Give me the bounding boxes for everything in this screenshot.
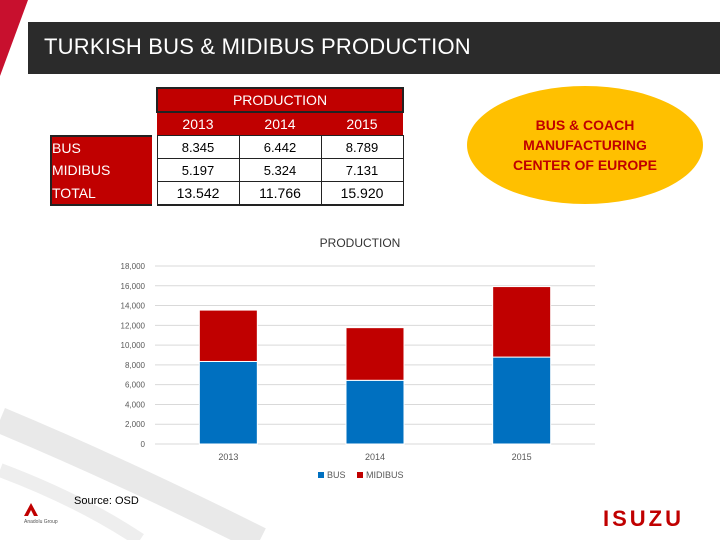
bar-midibus-2013 <box>198 309 258 362</box>
legend-label-bus: BUS <box>327 470 346 480</box>
y-tick-label: 0 <box>141 440 146 449</box>
bar-midibus-2014 <box>345 327 405 381</box>
y-tick-label: 6,000 <box>125 381 146 390</box>
cell-midibus-2014: 5.324 <box>238 158 322 182</box>
callout-line-1: BUS & COACH <box>535 117 635 133</box>
y-tick-label: 18,000 <box>121 262 146 271</box>
cell-bus-2013: 8.345 <box>156 135 240 159</box>
y-tick-label: 14,000 <box>121 302 146 311</box>
table-row: MIDIBUS 5.197 5.324 7.131 <box>50 158 404 182</box>
x-tick-label: 2015 <box>512 452 532 462</box>
bar-bus-2014 <box>345 379 405 445</box>
title-bar: TURKISH BUS & MIDIBUS PRODUCTION <box>28 22 720 74</box>
production-table: PRODUCTION 2013 2014 2015 BUS 8.345 6.44… <box>50 87 404 206</box>
table-year-2014: 2014 <box>239 112 321 136</box>
callout-oval: BUS & COACH MANUFACTURING CENTER OF EURO… <box>467 86 703 204</box>
table-row: TOTAL 13.542 11.766 15.920 <box>50 181 404 206</box>
source-note: Source: OSD <box>74 495 139 507</box>
table-header: PRODUCTION <box>156 87 404 113</box>
table-year-2015: 2015 <box>321 112 403 136</box>
cell-bus-2015: 8.789 <box>320 135 404 159</box>
y-tick-label: 16,000 <box>121 282 146 291</box>
cell-total-2015: 15.920 <box>320 181 404 206</box>
x-tick-label: 2013 <box>218 452 238 462</box>
cell-midibus-2013: 5.197 <box>156 158 240 182</box>
x-tick-label: 2014 <box>365 452 385 462</box>
legend-swatch-midibus <box>357 472 363 478</box>
bar-bus-2015 <box>492 356 552 445</box>
company-text: Anadolu Group <box>24 519 58 525</box>
callout-line-2: MANUFACTURING <box>523 137 647 153</box>
production-chart: 0 2,000 4,000 6,000 8,000 10,000 12,000 14,000 1… <box>121 262 595 480</box>
cell-total-2013: 13.542 <box>156 181 240 206</box>
row-label-total: TOTAL <box>50 181 152 206</box>
row-label-midibus: MIDIBUS <box>50 158 152 182</box>
y-tick-label: 8,000 <box>125 361 146 370</box>
isuzu-logo: ISUZU <box>603 506 684 531</box>
bar-midibus-2015 <box>492 286 552 358</box>
bar-bus-2013 <box>198 360 258 445</box>
cell-total-2014: 11.766 <box>238 181 322 206</box>
chart-title: PRODUCTION <box>319 236 401 250</box>
legend-swatch-bus <box>318 472 324 478</box>
row-label-bus: BUS <box>50 134 152 159</box>
y-tick-label: 4,000 <box>125 400 146 409</box>
page-title: TURKISH BUS & MIDIBUS PRODUCTION <box>44 34 471 59</box>
callout-line-3: CENTER OF EUROPE <box>513 157 657 173</box>
y-tick-label: 12,000 <box>121 321 146 330</box>
anadolu-logo-icon <box>24 503 38 516</box>
table-row: BUS 8.345 6.442 8.789 <box>50 134 404 159</box>
table-year-2013: 2013 <box>157 112 239 136</box>
y-tick-label: 2,000 <box>125 420 146 429</box>
y-tick-label: 10,000 <box>121 341 146 350</box>
cell-bus-2014: 6.442 <box>238 135 322 159</box>
cell-midibus-2015: 7.131 <box>320 158 404 182</box>
legend-label-midibus: MIDIBUS <box>366 470 404 480</box>
title-accent <box>0 0 28 76</box>
